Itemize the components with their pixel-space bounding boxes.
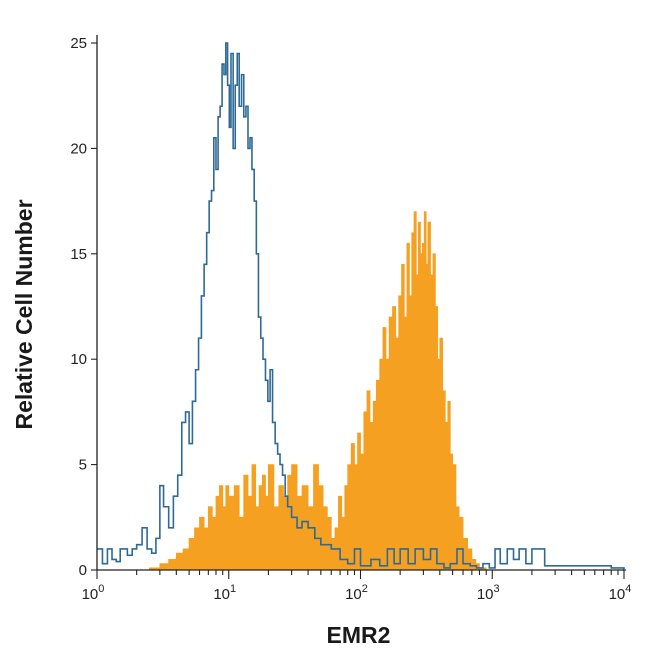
y-tick-label: 25 xyxy=(70,35,87,52)
sample-histogram-filled xyxy=(136,211,489,571)
x-tick-label: 103 xyxy=(477,583,500,603)
axis-labels: EMR2 Relative Cell Number xyxy=(11,199,390,648)
y-axis-title: Relative Cell Number xyxy=(11,199,37,429)
x-tick-label: 101 xyxy=(213,583,236,603)
y-tick-label: 5 xyxy=(79,457,87,474)
axes: 0 5 10 15 20 25 100 101 102 103 104 xyxy=(70,35,631,603)
y-tick-label: 15 xyxy=(70,246,87,263)
y-tick-label: 0 xyxy=(79,562,87,579)
x-tick-label: 104 xyxy=(609,583,632,603)
plot-area xyxy=(97,42,626,571)
x-tick-label: 102 xyxy=(345,583,368,603)
y-tick-label: 20 xyxy=(70,140,87,157)
y-tick-label: 10 xyxy=(70,351,87,368)
x-tick-label: 100 xyxy=(82,583,105,603)
x-axis-title: EMR2 xyxy=(327,622,391,648)
control-histogram-outline xyxy=(97,42,626,571)
